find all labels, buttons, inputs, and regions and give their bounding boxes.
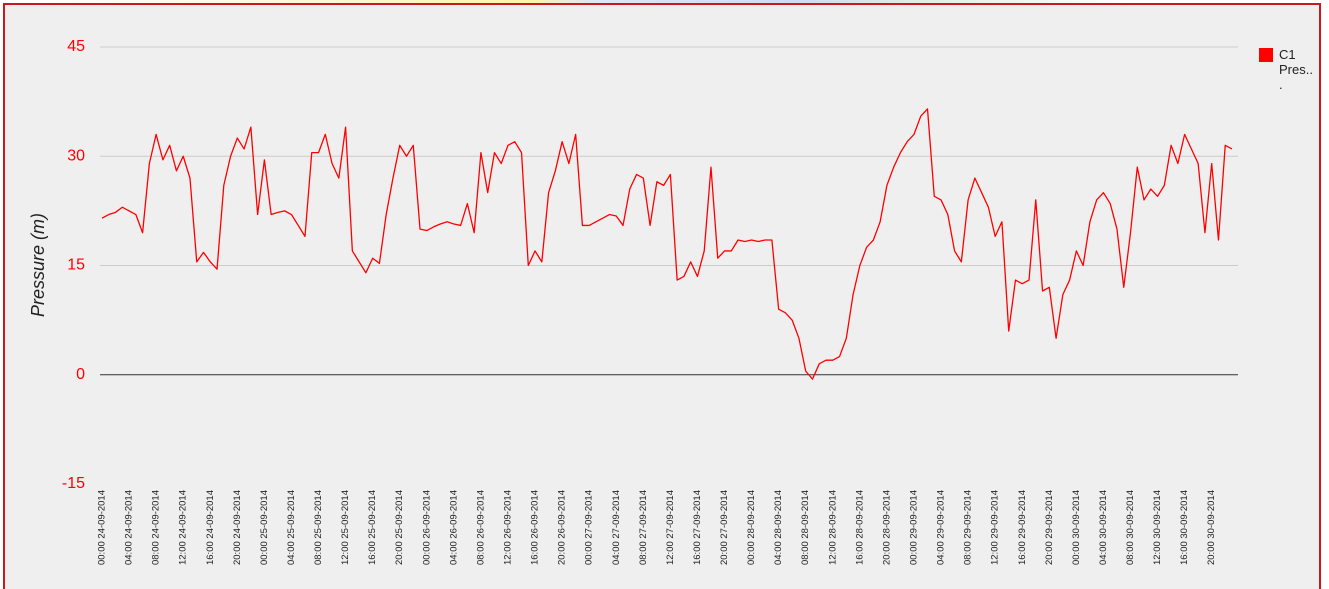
x-tick-label: 16:00 28-09-2014 (854, 490, 865, 565)
x-tick-label: 16:00 26-09-2014 (530, 490, 541, 565)
y-tick-label: -15 (62, 475, 85, 492)
x-tick-label: 20:00 26-09-2014 (557, 490, 568, 565)
x-tick-label: 20:00 25-09-2014 (394, 490, 405, 565)
legend-swatch (1259, 48, 1273, 62)
y-tick-label: 0 (76, 366, 85, 383)
x-tick-label: 20:00 30-09-2014 (1206, 490, 1217, 565)
x-tick-label: 12:00 25-09-2014 (340, 490, 351, 565)
x-tick-label: 04:00 29-09-2014 (936, 490, 947, 565)
series-line (101, 108, 1233, 380)
x-tick-label: 08:00 29-09-2014 (963, 490, 974, 565)
x-tick-label: 16:00 30-09-2014 (1179, 490, 1190, 565)
legend-label: C1 Pres... (1279, 47, 1313, 92)
x-tick-label: 16:00 29-09-2014 (1017, 490, 1028, 565)
x-tick-label: 00:00 26-09-2014 (421, 490, 432, 565)
x-tick-label: 16:00 24-09-2014 (205, 490, 216, 565)
x-tick-label: 04:00 25-09-2014 (286, 490, 297, 565)
chart-frame (3, 3, 1321, 589)
x-tick-label: 12:00 29-09-2014 (990, 490, 1001, 565)
x-tick-label: 16:00 25-09-2014 (367, 490, 378, 565)
x-tick-label: 08:00 27-09-2014 (638, 490, 649, 565)
x-tick-label: 04:00 26-09-2014 (448, 490, 459, 565)
x-tick-label: 04:00 24-09-2014 (124, 490, 135, 565)
x-tick-label: 08:00 28-09-2014 (800, 490, 811, 565)
x-tick-label: 04:00 28-09-2014 (773, 490, 784, 565)
x-tick-label: 12:00 26-09-2014 (503, 490, 514, 565)
x-tick-label: 08:00 24-09-2014 (151, 490, 162, 565)
x-tick-label: 08:00 25-09-2014 (313, 490, 324, 565)
x-tick-label: 00:00 24-09-2014 (97, 490, 108, 565)
legend: C1 Pres... (1259, 47, 1319, 92)
x-tick-label: 04:00 30-09-2014 (1098, 490, 1109, 565)
y-tick-label: 30 (67, 147, 85, 164)
y-tick-label: 45 (67, 38, 85, 55)
x-tick-label: 00:00 28-09-2014 (746, 490, 757, 565)
x-tick-label: 20:00 28-09-2014 (881, 490, 892, 565)
x-tick-label: 20:00 24-09-2014 (232, 490, 243, 565)
x-tick-label: 16:00 27-09-2014 (692, 490, 703, 565)
x-tick-label: 20:00 27-09-2014 (719, 490, 730, 565)
x-tick-label: 08:00 26-09-2014 (475, 490, 486, 565)
x-tick-label: 08:00 30-09-2014 (1125, 490, 1136, 565)
x-tick-label: 20:00 29-09-2014 (1044, 490, 1055, 565)
x-tick-label: 12:00 28-09-2014 (827, 490, 838, 565)
y-axis-label: Pressure (m) (28, 213, 48, 317)
x-tick-label: 00:00 25-09-2014 (259, 490, 270, 565)
y-tick-label: 15 (67, 257, 85, 274)
x-tick-label: 12:00 30-09-2014 (1152, 490, 1163, 565)
x-tick-label: 12:00 24-09-2014 (178, 490, 189, 565)
x-tick-label: 04:00 27-09-2014 (611, 490, 622, 565)
x-tick-label: 12:00 27-09-2014 (665, 490, 676, 565)
x-tick-label: 00:00 30-09-2014 (1071, 490, 1082, 565)
x-tick-label: 00:00 27-09-2014 (584, 490, 595, 565)
x-tick-label: 00:00 29-09-2014 (908, 490, 919, 565)
